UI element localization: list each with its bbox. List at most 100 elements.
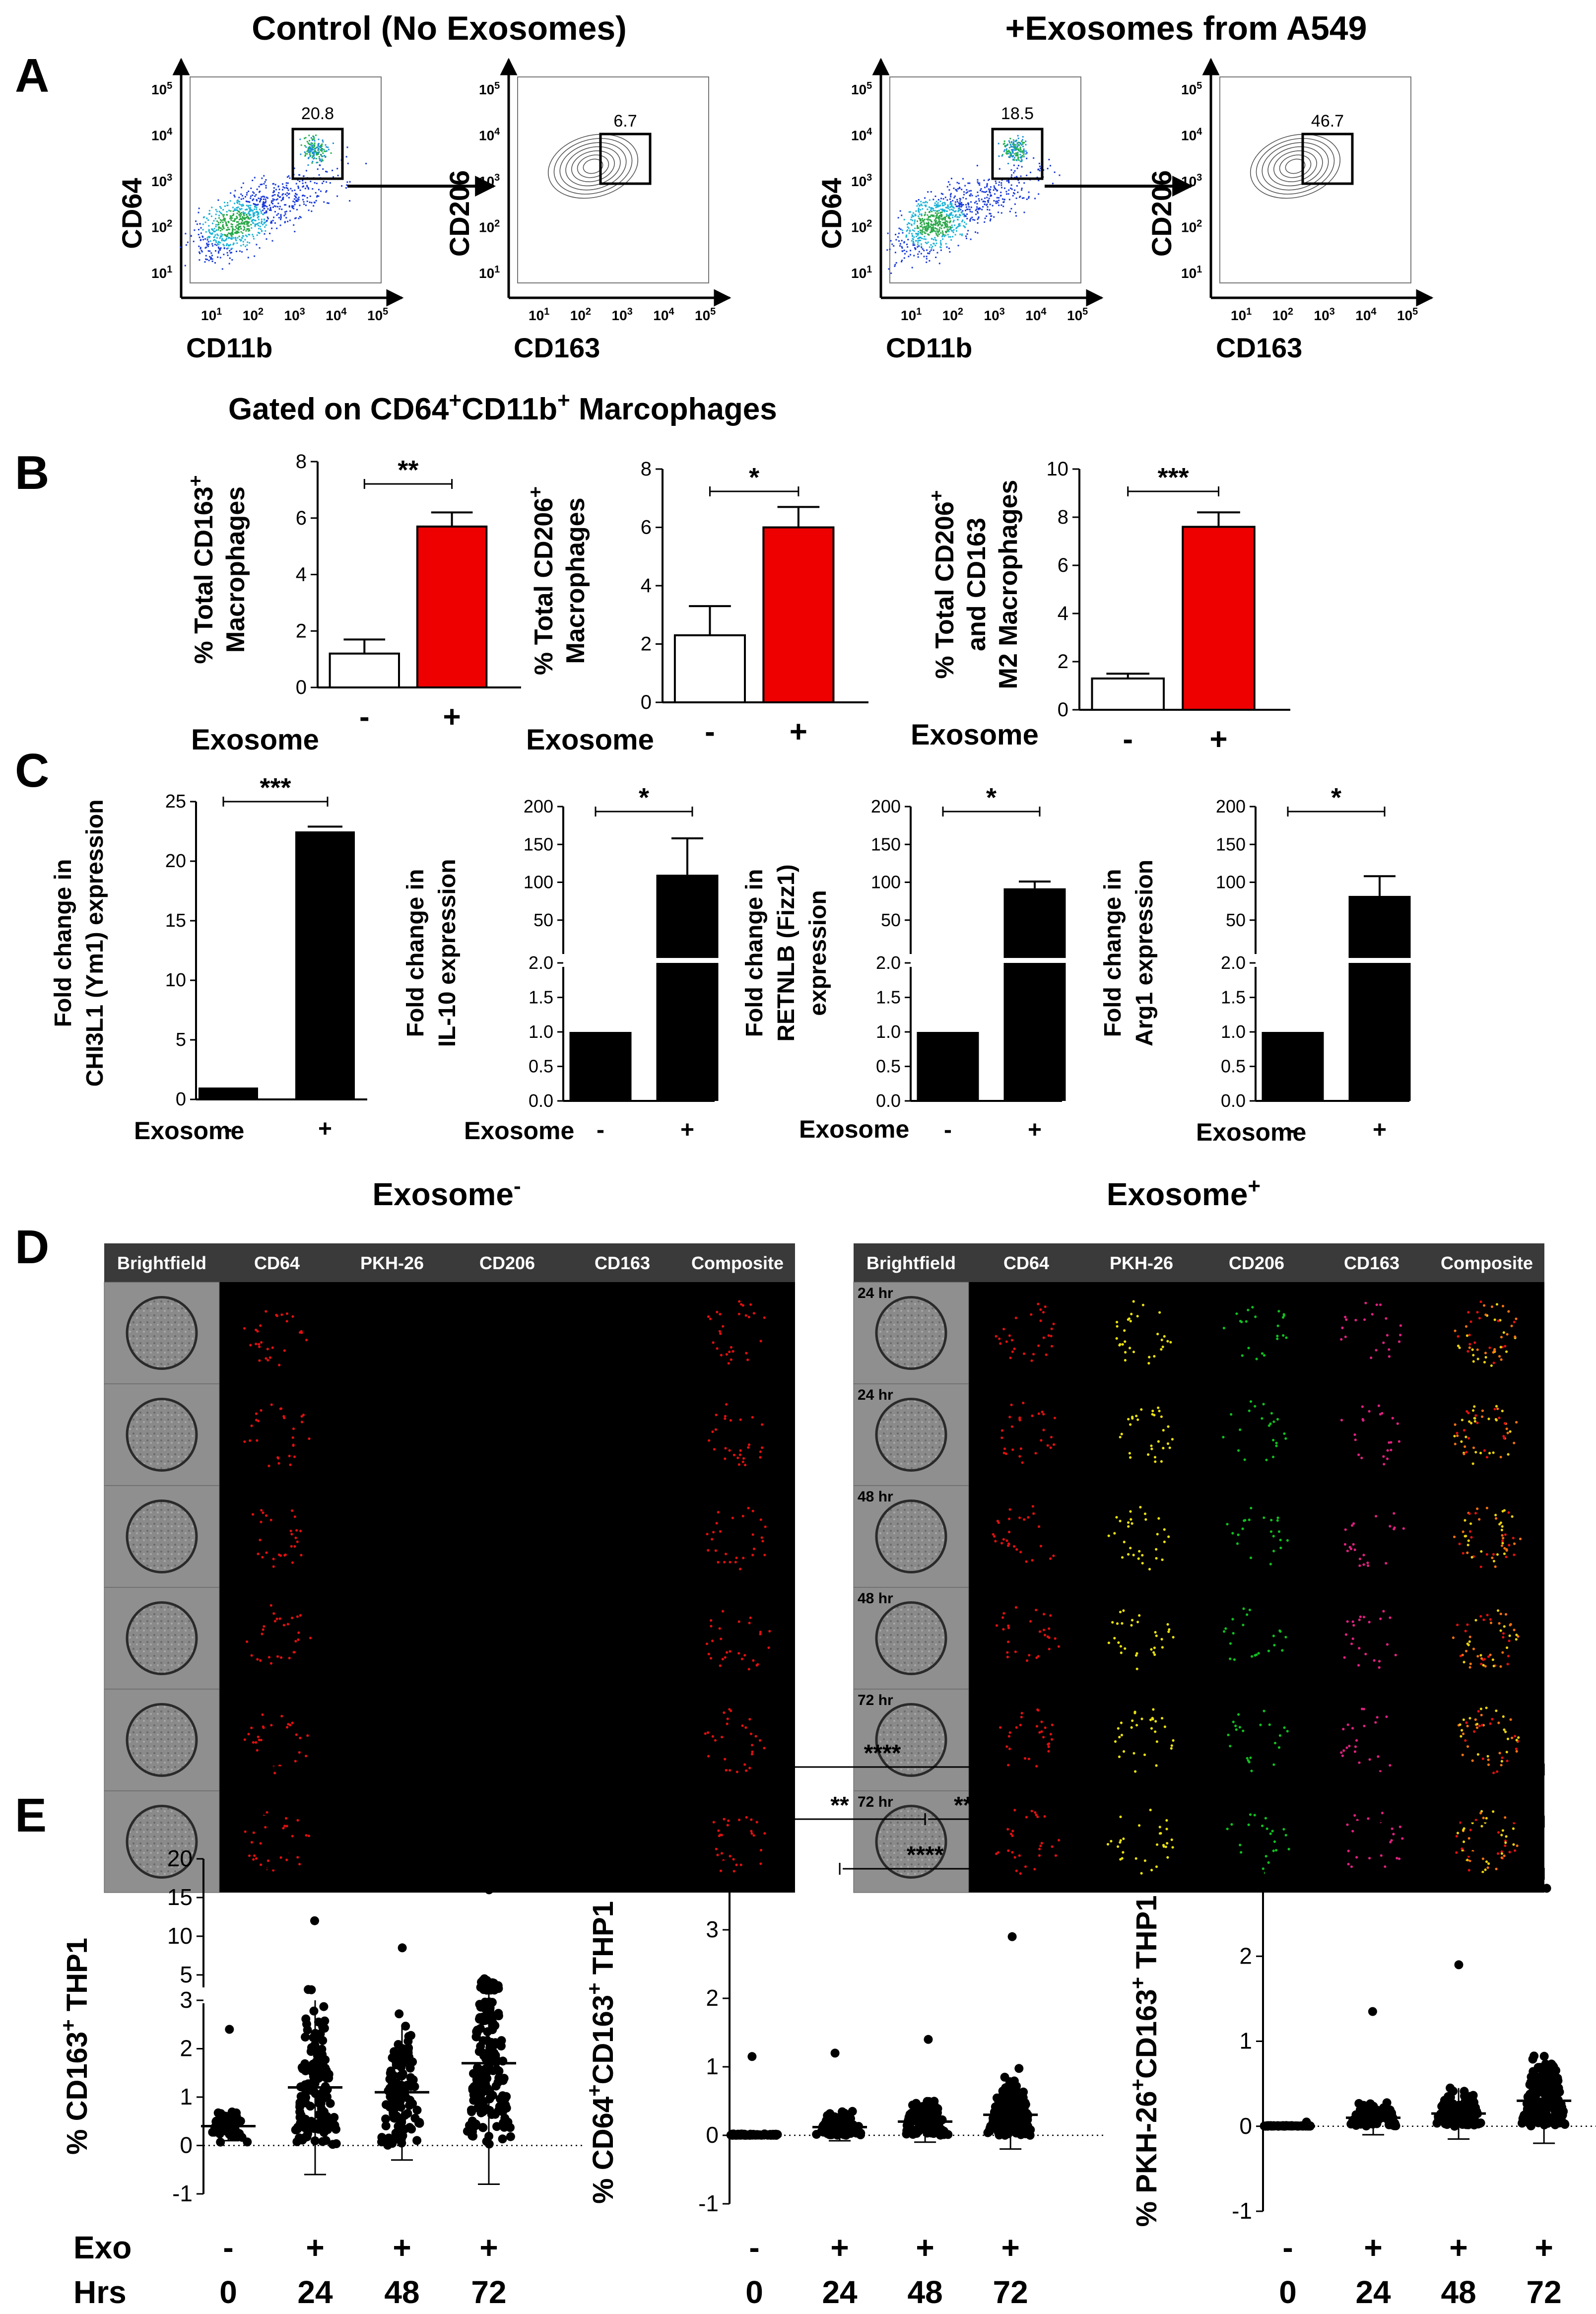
flow-event: [932, 229, 934, 231]
fluorescence-spot: [1117, 1845, 1120, 1848]
flow-event: [926, 256, 928, 258]
brightfield-cell: [126, 1601, 198, 1675]
flow-event: [246, 204, 248, 206]
flow-event: [198, 229, 200, 231]
y-tick-label: 2: [1058, 651, 1068, 673]
flow-event: [247, 257, 249, 259]
flow-event: [1003, 142, 1005, 144]
fluorescence-spot: [1463, 1445, 1466, 1448]
fluorescence-spot: [1053, 1417, 1056, 1420]
fluorescence-spot: [258, 1343, 261, 1346]
flow-tick-exp: 3: [494, 172, 500, 183]
fluorescence-spot: [250, 1841, 253, 1844]
flow-event: [237, 224, 239, 226]
flow-event: [952, 214, 954, 216]
flow-event: [975, 213, 977, 215]
data-point: [1005, 2120, 1014, 2129]
flow-event: [292, 207, 294, 209]
flow-event: [917, 246, 919, 248]
flow-event: [1023, 148, 1025, 150]
flow-event: [977, 179, 979, 181]
fluorescence-spot: [251, 1513, 255, 1516]
flow-event: [944, 216, 946, 218]
flow-event: [925, 227, 926, 229]
flow-event: [234, 208, 236, 210]
flow-event: [247, 241, 249, 243]
imaging-column-header: PKH-26: [1110, 1253, 1173, 1273]
fluorescence-spot: [1388, 1348, 1391, 1351]
fluorescence-spot: [1467, 1855, 1470, 1858]
flow-event: [321, 148, 323, 150]
flow-gate: [291, 128, 344, 180]
flow-event: [899, 245, 901, 247]
flow-event: [964, 185, 966, 187]
hrs-value: 0: [219, 2274, 237, 2310]
fluorescence-spot: [1516, 1844, 1519, 1847]
flow-event: [225, 222, 227, 224]
flow-event: [247, 223, 249, 225]
fluorescence-spot: [1501, 1525, 1504, 1528]
flow-event: [326, 171, 328, 173]
flow-event: [236, 251, 237, 252]
flow-event: [236, 217, 238, 219]
flow-event: [284, 193, 286, 195]
fluorescence-spot: [759, 1518, 762, 1521]
flow-event: [254, 177, 256, 179]
fluorescence-spot: [1134, 1654, 1137, 1657]
flow-tick-exp: 2: [866, 218, 872, 229]
flow-event: [311, 138, 313, 140]
flow-event: [204, 238, 206, 240]
category-label: +: [1209, 722, 1227, 756]
flow-event: [260, 210, 262, 212]
fluorescence-spot: [1166, 1623, 1169, 1626]
flow-event: [954, 234, 956, 236]
flow-event: [963, 194, 965, 196]
flow-y-tick: 103: [151, 172, 172, 189]
flow-event: [943, 204, 945, 206]
flow-event: [320, 190, 322, 192]
fluorescence-spot: [1358, 1647, 1361, 1650]
data-point: [997, 2115, 1006, 2124]
flow-tick-base: 10: [1025, 308, 1041, 323]
y-axis-label-text: CHI3L1 (Ym1) expression: [82, 800, 108, 1087]
fluorescence-spot: [1353, 1814, 1356, 1817]
fluorescence-spot: [1261, 1417, 1264, 1420]
flow-event: [1001, 198, 1003, 200]
y-axis-label-text: M2 Macrophages: [994, 480, 1023, 689]
flow-event: [305, 152, 307, 154]
fluorescence-spot: [1474, 1414, 1477, 1417]
flow-event: [365, 163, 367, 164]
fluorescence-spot: [1464, 1535, 1467, 1538]
flow-event: [927, 219, 929, 221]
flow-event: [930, 249, 932, 251]
fluorescence-spot: [741, 1460, 744, 1463]
fluorescence-spot: [1022, 1401, 1025, 1405]
scatter-group-24: [812, 2048, 867, 2142]
flow-event: [236, 212, 238, 214]
fluorescence-spot: [283, 1825, 286, 1828]
fluorescence-spot: [1463, 1452, 1465, 1455]
flow-event: [917, 225, 918, 227]
flow-event: [252, 220, 254, 221]
fluorescence-spot: [252, 1741, 255, 1744]
fluorescence-spot: [1236, 1542, 1239, 1545]
fluorescence-spot: [1489, 1653, 1492, 1656]
flow-event: [194, 229, 196, 231]
fluorescence-spot: [1025, 1816, 1028, 1819]
category-label: +: [680, 1117, 694, 1143]
fluorescence-spot: [739, 1449, 742, 1452]
flow-event: [243, 217, 245, 219]
fluorescence-spot: [1277, 1530, 1281, 1533]
fluorescence-spot: [1470, 1556, 1473, 1559]
flow-event: [1026, 174, 1028, 176]
y-tick-label: 150: [524, 834, 553, 854]
fluorescence-spot: [1496, 1770, 1499, 1773]
fluorescence-spot: [714, 1739, 717, 1742]
y-tick-label: 1.0: [876, 1021, 901, 1042]
fluorescence-spot: [1168, 1628, 1171, 1631]
flow-tick-base: 10: [151, 82, 167, 97]
fluorescence-spot: [1513, 1629, 1516, 1632]
fluorescence-spot: [720, 1354, 723, 1357]
